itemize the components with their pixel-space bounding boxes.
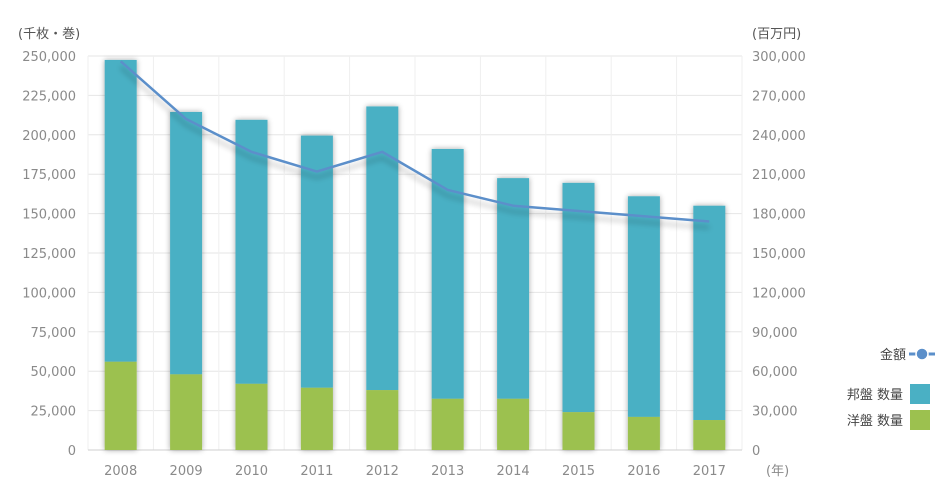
bar-stack [627,196,660,450]
bar-foreign [104,361,137,450]
bar-domestic [497,178,530,399]
legend-label-domestic: 邦盤 数量 [847,388,903,403]
left-tick-label: 25,000 [31,405,77,420]
x-tick-label: 2014 [497,464,530,479]
legend-swatch-foreign [910,410,930,430]
bar-stack [170,111,203,450]
legend-line-marker-icon [915,347,929,361]
x-tick-label: 2011 [300,464,333,479]
bar-domestic [366,106,399,391]
left-tick-label: 75,000 [31,326,77,341]
x-tick-label: 2015 [562,464,595,479]
bar-foreign [562,412,595,450]
left-tick-label: 225,000 [22,89,76,104]
legend: 金額 邦盤 数量 洋盤 数量 [847,347,935,430]
left-tick-label: 200,000 [22,129,76,144]
right-tick-label: 270,000 [752,89,806,104]
bar-foreign [627,416,660,450]
bar-domestic [562,182,595,413]
right-tick-label: 150,000 [752,247,806,262]
bars [104,59,726,450]
left-tick-label: 125,000 [22,247,76,262]
left-tick-label: 0 [68,444,76,459]
legend-label-amount: 金額 [880,347,906,363]
left-tick-label: 175,000 [22,168,76,183]
right-tick-label: 240,000 [752,129,806,144]
left-tick-label: 250,000 [22,50,76,65]
bar-stack [431,148,464,450]
right-tick-label: 180,000 [752,208,806,223]
x-tick-label: 2017 [693,464,726,479]
right-tick-label: 90,000 [752,326,798,341]
bar-domestic [170,111,203,375]
bar-foreign [300,387,333,450]
right-axis-ticks: 0 30,000 60,000 90,000 120,000 150,000 180,000… [752,50,806,459]
bar-domestic [235,119,268,384]
bar-domestic [693,205,726,421]
right-tick-label: 120,000 [752,286,806,301]
left-tick-label: 150,000 [22,208,76,223]
bar-stack [300,135,333,450]
x-axis-ticks: 2008 2009 2010 2011 2012 2013 2014 2015 2016 2017 [104,464,726,479]
bar-domestic [300,135,333,388]
right-axis-unit-label: (百万円) [752,27,801,42]
right-tick-label: 300,000 [752,50,806,65]
x-tick-label: 2016 [627,464,660,479]
left-tick-label: 100,000 [22,286,76,301]
bar-foreign [431,398,464,450]
bar-stack [497,178,530,450]
left-axis-ticks: 0 25,000 50,000 75,000 100,000 125,000 150,000… [22,50,76,459]
legend-swatch-domestic [910,384,930,404]
right-tick-label: 60,000 [752,365,798,380]
x-tick-label: 2010 [235,464,268,479]
legend-label-foreign: 洋盤 数量 [847,414,903,429]
bar-domestic [431,148,464,399]
bar-stack [235,119,268,450]
bar-domestic [104,59,137,362]
bar-foreign [235,383,268,450]
bar-stack [104,59,137,450]
bar-foreign [170,374,203,450]
left-axis-unit-label: (千枚・巻) [18,27,80,42]
amount-series-line [119,60,710,223]
bar-domestic [627,196,660,417]
x-tick-label: 2013 [431,464,464,479]
amount-line [119,60,710,223]
x-axis-unit-label: (年) [766,464,789,479]
right-tick-label: 30,000 [752,405,798,420]
bar-stack [366,106,399,450]
x-tick-label: 2012 [366,464,399,479]
bar-foreign [497,398,530,450]
bar-foreign [366,390,399,450]
left-tick-label: 50,000 [31,365,77,380]
x-tick-label: 2008 [104,464,137,479]
right-tick-label: 0 [752,444,760,459]
bar-foreign [693,420,726,450]
right-tick-label: 210,000 [752,168,806,183]
bar-stack [693,205,726,450]
x-tick-label: 2009 [170,464,203,479]
bar-stack [562,182,595,450]
